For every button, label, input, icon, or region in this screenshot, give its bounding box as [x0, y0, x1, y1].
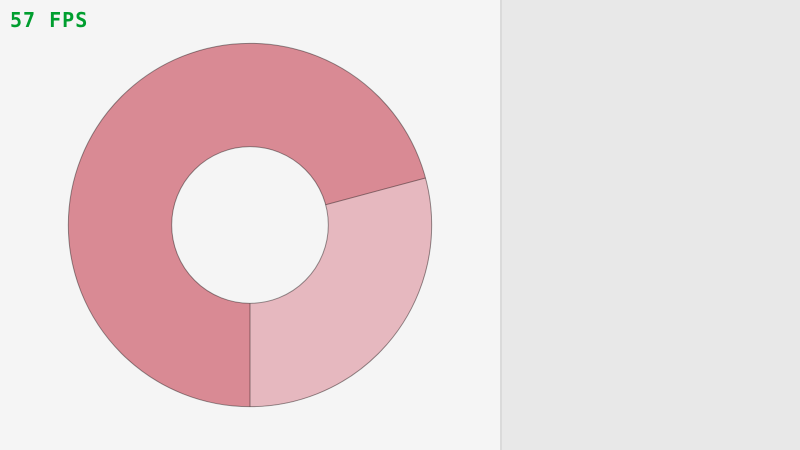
control-panel: StartAngle -255.00 EndAngle 360.00 Inner…	[500, 0, 800, 450]
slider-row-segments: Segments 0.00	[502, 240, 800, 260]
checkbox-row-draw-ring: Draw Ring	[502, 320, 800, 340]
slider-row-startangle: StartAngle -255.00	[502, 40, 800, 60]
checkbox-row-draw-circlelines: Draw CircleLines	[502, 380, 800, 400]
fps-counter: 57 FPS	[10, 8, 89, 32]
slider-row-endangle: EndAngle 360.00	[502, 70, 800, 90]
slider-row-outerradius: OuterRadius 181.67	[502, 170, 800, 190]
ring-preview	[67, 42, 433, 408]
checkbox-row-draw-ringlines: Draw RingLines	[502, 350, 800, 370]
slider-row-innerradius: InnerRadius 78.33	[502, 140, 800, 160]
